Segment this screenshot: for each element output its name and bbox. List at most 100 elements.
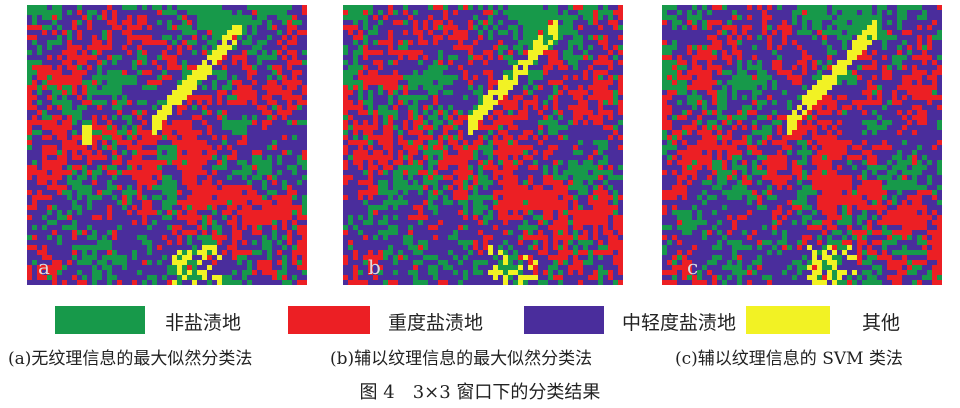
map-pixel	[348, 20, 353, 25]
map-pixel	[132, 180, 137, 185]
map-pixel	[383, 25, 388, 30]
map-pixel	[403, 60, 408, 65]
map-pixel	[272, 250, 277, 255]
map-pixel	[473, 25, 478, 30]
map-pixel	[443, 105, 448, 110]
map-pixel	[37, 195, 42, 200]
map-pixel	[543, 135, 548, 140]
map-pixel	[192, 140, 197, 145]
map-pixel	[257, 215, 262, 220]
map-pixel	[27, 90, 32, 95]
map-pixel	[302, 45, 307, 50]
map-pixel	[618, 90, 623, 95]
map-pixel	[102, 140, 107, 145]
map-pixel	[533, 70, 538, 75]
map-pixel	[573, 135, 578, 140]
map-pixel	[302, 225, 307, 230]
map-pixel	[232, 235, 237, 240]
map-pixel	[403, 20, 408, 25]
map-pixel	[227, 200, 232, 205]
map-pixel	[363, 100, 368, 105]
map-pixel	[37, 135, 42, 140]
map-pixel	[212, 230, 217, 235]
map-pixel	[443, 90, 448, 95]
map-pixel	[52, 265, 57, 270]
map-pixel	[52, 200, 57, 205]
map-pixel	[182, 265, 187, 270]
map-pixel	[448, 90, 453, 95]
map-pixel	[353, 90, 358, 95]
map-pixel	[207, 20, 212, 25]
map-pixel	[82, 210, 87, 215]
map-pixel	[172, 60, 177, 65]
map-pixel	[57, 215, 62, 220]
map-pixel	[177, 245, 182, 250]
map-pixel	[52, 50, 57, 55]
map-pixel	[87, 205, 92, 210]
map-pixel	[112, 95, 117, 100]
map-pixel	[588, 50, 593, 55]
map-pixel	[57, 70, 62, 75]
map-pixel	[132, 260, 137, 265]
map-pixel	[403, 140, 408, 145]
map-pixel	[272, 240, 277, 245]
map-pixel	[157, 70, 162, 75]
map-pixel	[473, 55, 478, 60]
map-pixel	[282, 230, 287, 235]
map-pixel	[112, 55, 117, 60]
map-pixel	[172, 10, 177, 15]
map-pixel	[468, 150, 473, 155]
map-pixel	[488, 100, 493, 105]
map-pixel	[222, 125, 227, 130]
map-pixel	[152, 235, 157, 240]
map-pixel	[62, 105, 67, 110]
map-pixel	[222, 130, 227, 135]
map-pixel	[618, 160, 623, 165]
map-pixel	[438, 140, 443, 145]
map-pixel	[52, 255, 57, 260]
map-pixel	[262, 260, 267, 265]
map-pixel	[277, 195, 282, 200]
map-pixel	[343, 95, 348, 100]
map-pixel	[538, 45, 543, 50]
map-pixel	[483, 80, 488, 85]
map-pixel	[47, 140, 52, 145]
map-pixel	[403, 150, 408, 155]
map-pixel	[528, 65, 533, 70]
map-pixel	[162, 115, 167, 120]
map-pixel	[32, 215, 37, 220]
map-pixel	[52, 235, 57, 240]
map-pixel	[433, 155, 438, 160]
map-pixel	[443, 5, 448, 10]
map-pixel	[543, 25, 548, 30]
map-pixel	[433, 100, 438, 105]
map-pixel	[343, 70, 348, 75]
map-pixel	[282, 220, 287, 225]
map-pixel	[588, 145, 593, 150]
map-pixel	[137, 275, 142, 280]
map-pixel	[478, 65, 483, 70]
map-pixel	[287, 90, 292, 95]
map-pixel	[32, 30, 37, 35]
map-pixel	[212, 135, 217, 140]
map-pixel	[57, 25, 62, 30]
map-pixel	[192, 75, 197, 80]
map-pixel	[227, 115, 232, 120]
map-pixel	[508, 40, 513, 45]
map-pixel	[398, 145, 403, 150]
map-pixel	[222, 180, 227, 185]
map-pixel	[267, 55, 272, 60]
map-pixel	[62, 220, 67, 225]
map-pixel	[252, 95, 257, 100]
map-pixel	[373, 65, 378, 70]
map-pixel	[92, 175, 97, 180]
map-pixel	[578, 20, 583, 25]
map-pixel	[613, 105, 618, 110]
map-pixel	[613, 155, 618, 160]
map-pixel	[518, 50, 523, 55]
map-pixel	[92, 110, 97, 115]
map-pixel	[533, 15, 538, 20]
map-pixel	[297, 10, 302, 15]
map-pixel	[458, 5, 463, 10]
map-pixel	[117, 180, 122, 185]
